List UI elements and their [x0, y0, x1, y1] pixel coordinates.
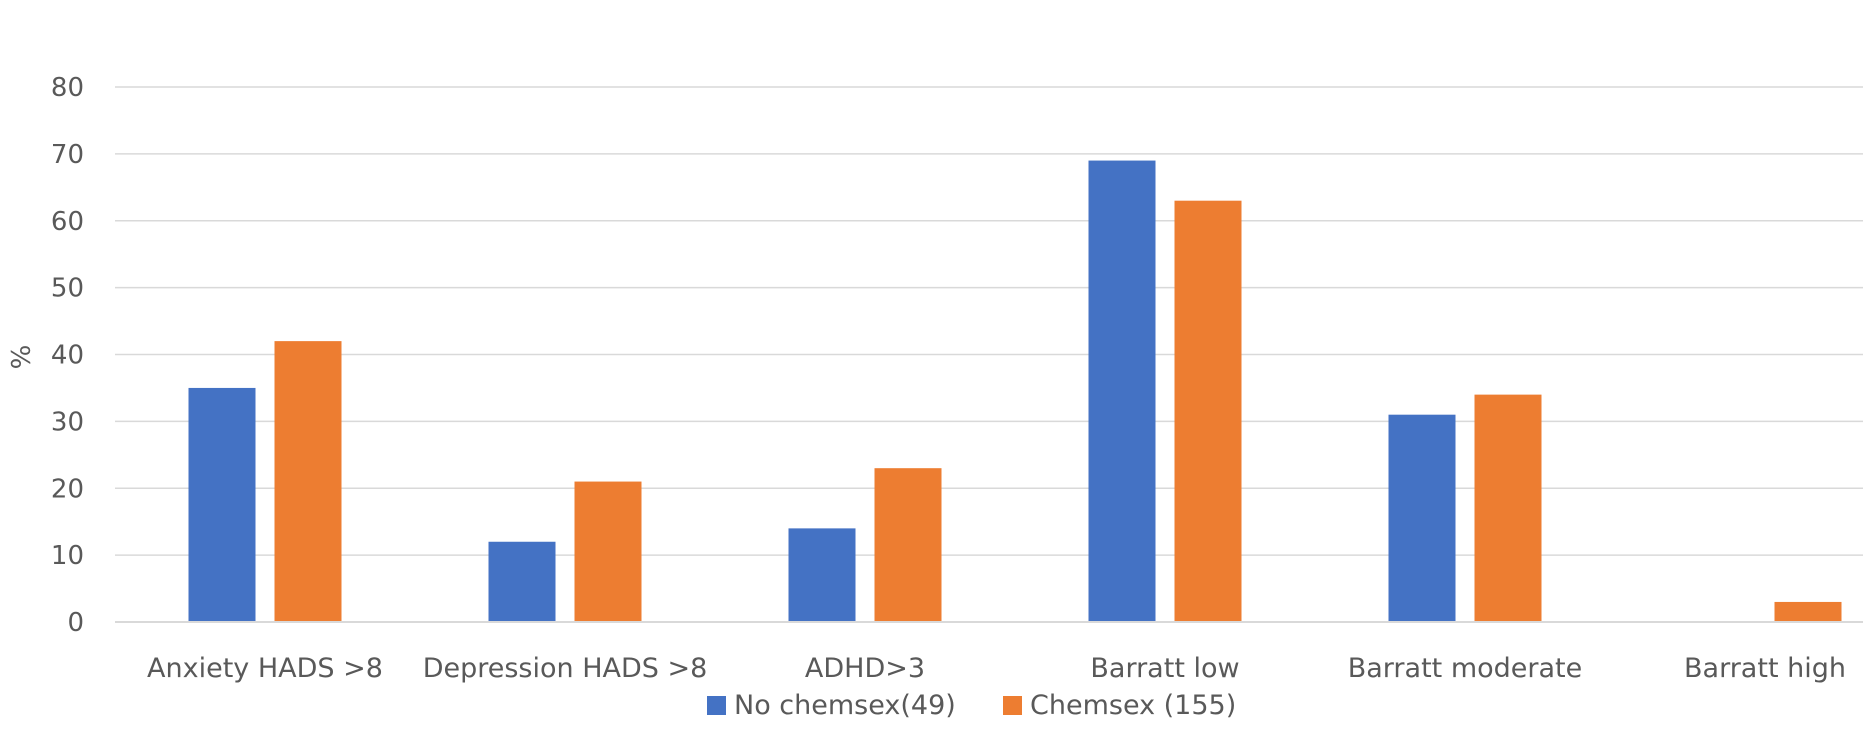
- bar-chemsex-5: [1774, 601, 1842, 622]
- x-category-label: Anxiety HADS >8: [147, 653, 383, 684]
- x-category-label: Barratt moderate: [1348, 653, 1583, 684]
- bar-chemsex-1: [574, 481, 642, 622]
- bar-chemsex-4: [1474, 394, 1542, 622]
- bar-no-chemsex-3: [1088, 160, 1156, 622]
- bar-chemsex-3: [1174, 200, 1242, 622]
- axes: 0 10 20 30 40 50 60 70 80 Anxiety HADS >8 Depressi…: [51, 73, 1863, 684]
- y-tick-label: 60: [51, 207, 84, 237]
- bar-no-chemsex-2: [788, 528, 856, 622]
- legend-label: Chemsex (155): [1030, 690, 1236, 721]
- y-tick-label: 20: [51, 474, 84, 504]
- bar-chemsex-2: [874, 468, 942, 622]
- x-category-label: ADHD>3: [805, 653, 925, 684]
- bars: [188, 160, 1842, 622]
- x-category-label: Depression HADS >8: [423, 653, 708, 684]
- y-axis-label: %: [7, 345, 37, 370]
- bar-no-chemsex-4: [1388, 414, 1456, 622]
- y-tick-label: 80: [51, 73, 84, 103]
- x-category-label: Barratt low: [1090, 653, 1239, 684]
- bar-chemsex-0: [274, 341, 342, 622]
- bar-no-chemsex-0: [188, 387, 256, 622]
- x-category-label: Barratt high: [1684, 653, 1846, 684]
- legend-swatch: [707, 696, 726, 715]
- bar-no-chemsex-1: [488, 541, 556, 622]
- legend: No chemsex(49) Chemsex (155): [707, 690, 1236, 721]
- legend-swatch: [1003, 696, 1022, 715]
- y-tick-label: 70: [51, 140, 84, 170]
- legend-label: No chemsex(49): [734, 690, 956, 721]
- y-tick-label: 10: [51, 541, 84, 571]
- y-tick-label: 0: [67, 608, 84, 638]
- y-tick-label: 50: [51, 274, 84, 304]
- y-tick-label: 30: [51, 407, 84, 437]
- y-tick-label: 40: [51, 341, 84, 371]
- gridlines: [115, 86, 1863, 623]
